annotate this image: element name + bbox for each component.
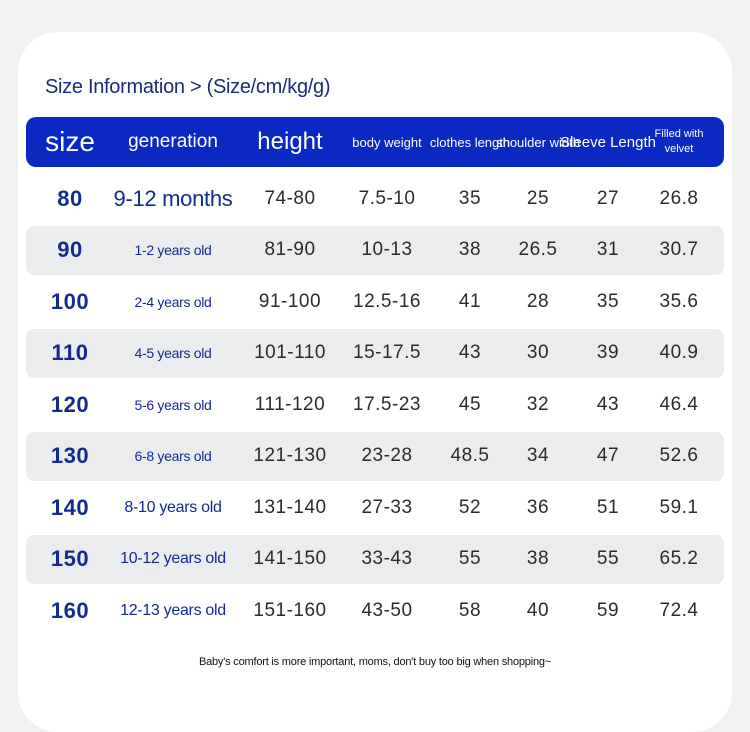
table-cell: 23-28 <box>361 445 413 466</box>
table-cell: 72.4 <box>659 599 699 621</box>
table-cell: 34 <box>526 445 550 466</box>
table-cell: 160 <box>50 597 90 623</box>
table-cell: 38 <box>458 239 482 260</box>
table-cell: 30.7 <box>659 239 699 260</box>
column-header: Sleeve Length <box>560 133 656 151</box>
table-cell: 27 <box>596 187 620 209</box>
table-cell: 28 <box>526 290 550 312</box>
table-cell: 52.6 <box>659 445 699 466</box>
table-cell: 140 <box>50 494 90 520</box>
table-row: 120 5-6 years old 111-120 17.5-23 45 32 43 46.4 <box>26 380 724 429</box>
table-cell: 55 <box>596 548 620 569</box>
table-cell: 15-17.5 <box>353 342 421 363</box>
table-cell: 110 <box>51 340 89 365</box>
table-cell: 26.8 <box>659 187 699 209</box>
table-cell: 40.9 <box>659 342 699 363</box>
table-row: 100 2-4 years old 91-100 12.5-16 41 28 35 35.6 <box>26 277 724 326</box>
table-cell: 74-80 <box>264 187 316 209</box>
table-row: 130 6-8 years old 121-130 23-28 48.5 34 47 52.6 <box>26 431 724 481</box>
table-cell: 27-33 <box>361 496 413 518</box>
column-header: body weight <box>352 134 422 150</box>
table-cell: 59 <box>596 599 620 621</box>
table-cell: 52 <box>458 496 482 518</box>
table-cell: 100 <box>50 288 90 314</box>
table-cell: 1-2 years old <box>134 242 212 258</box>
table-cell: 111-120 <box>254 393 326 415</box>
footer-note: Baby's comfort is more important, moms, … <box>198 656 552 668</box>
table-cell: 26.5 <box>518 239 558 260</box>
table-cell: 4-5 years old <box>134 345 212 361</box>
table-cell: 30 <box>526 342 550 363</box>
table-cell: 90 <box>57 237 83 262</box>
table-row: 150 10-12 years old 141-150 33-43 55 38 55 65.2 <box>26 534 724 584</box>
column-header: generation <box>128 131 218 152</box>
table-cell: 12.5-16 <box>353 290 421 312</box>
table-cell: 91-100 <box>258 290 322 312</box>
table-cell: 45 <box>458 393 482 415</box>
table-cell: 5-6 years old <box>134 396 212 413</box>
table-cell: 43-50 <box>361 599 413 621</box>
table-cell: 43 <box>596 393 620 415</box>
table-cell: 2-4 years old <box>134 293 212 310</box>
table-cell: 9-12 months <box>113 185 233 211</box>
table-cell: 38 <box>526 548 550 569</box>
table-cell: 35.6 <box>659 290 699 312</box>
table-cell: 17.5-23 <box>353 393 421 415</box>
table-cell: 101-110 <box>254 342 326 363</box>
table-cell: 6-8 years old <box>134 448 212 464</box>
table-cell: 33-43 <box>361 548 413 569</box>
column-header: height <box>257 128 323 155</box>
table-cell: 130 <box>50 443 90 468</box>
table-cell: 141-150 <box>253 548 327 569</box>
table-cell: 58 <box>458 599 482 621</box>
column-header: Filled with velvet <box>654 128 704 155</box>
table-cell: 35 <box>596 290 620 312</box>
table-cell: 35 <box>458 187 482 209</box>
table-cell: 46.4 <box>659 393 699 415</box>
table-header: size generation height body weight clothes l… <box>26 117 724 167</box>
page: Size Information > (Size/cm/kg/g) size ge… <box>18 32 732 732</box>
table-cell: 120 <box>50 391 90 417</box>
table-cell: 47 <box>596 445 620 466</box>
table-cell: 121-130 <box>253 445 327 466</box>
table-cell: 131-140 <box>253 496 327 518</box>
table-cell: 31 <box>596 239 620 260</box>
column-header: size <box>45 126 95 157</box>
table-row: 110 4-5 years old 101-110 15-17.5 43 30 39 40.9 <box>26 328 724 378</box>
table-cell: 10-13 <box>361 239 413 260</box>
table-cell: 10-12 years old <box>120 550 226 567</box>
table-cell: 81-90 <box>264 239 316 260</box>
table-cell: 65.2 <box>659 548 699 569</box>
table-cell: 39 <box>596 342 620 363</box>
table-cell: 59.1 <box>659 496 699 518</box>
table-cell: 32 <box>526 393 550 415</box>
table-cell: 151-160 <box>253 599 327 621</box>
table-cell: 12-13 years old <box>120 601 226 619</box>
table-cell: 41 <box>458 290 482 312</box>
table-cell: 55 <box>458 548 482 569</box>
title: Size Information > (Size/cm/kg/g) <box>45 76 331 98</box>
column-header: shoulder width <box>496 134 580 150</box>
table-row: 160 12-13 years old 151-160 43-50 58 40 59 72.4 <box>26 586 724 635</box>
table-cell: 48.5 <box>450 445 490 466</box>
table-cell: 7.5-10 <box>358 187 416 209</box>
table-cell: 8-10 years old <box>124 498 222 516</box>
table-cell: 25 <box>526 187 550 209</box>
table-cell: 40 <box>526 599 550 621</box>
table-cell: 80 <box>57 185 83 211</box>
table-cell: 36 <box>526 496 550 518</box>
column-header: clothes length <box>429 134 511 150</box>
table-row: 90 1-2 years old 81-90 10-13 38 26.5 31 30.7 <box>26 225 724 275</box>
table-row: 80 9-12 months 74-80 7.5-10 35 25 27 26.8 <box>26 174 724 223</box>
table-cell: 51 <box>596 496 620 518</box>
table-cell: 150 <box>50 546 90 571</box>
table-row: 140 8-10 years old 131-140 27-33 52 36 51 59.1 <box>26 483 724 532</box>
table-cell: 43 <box>458 342 482 363</box>
